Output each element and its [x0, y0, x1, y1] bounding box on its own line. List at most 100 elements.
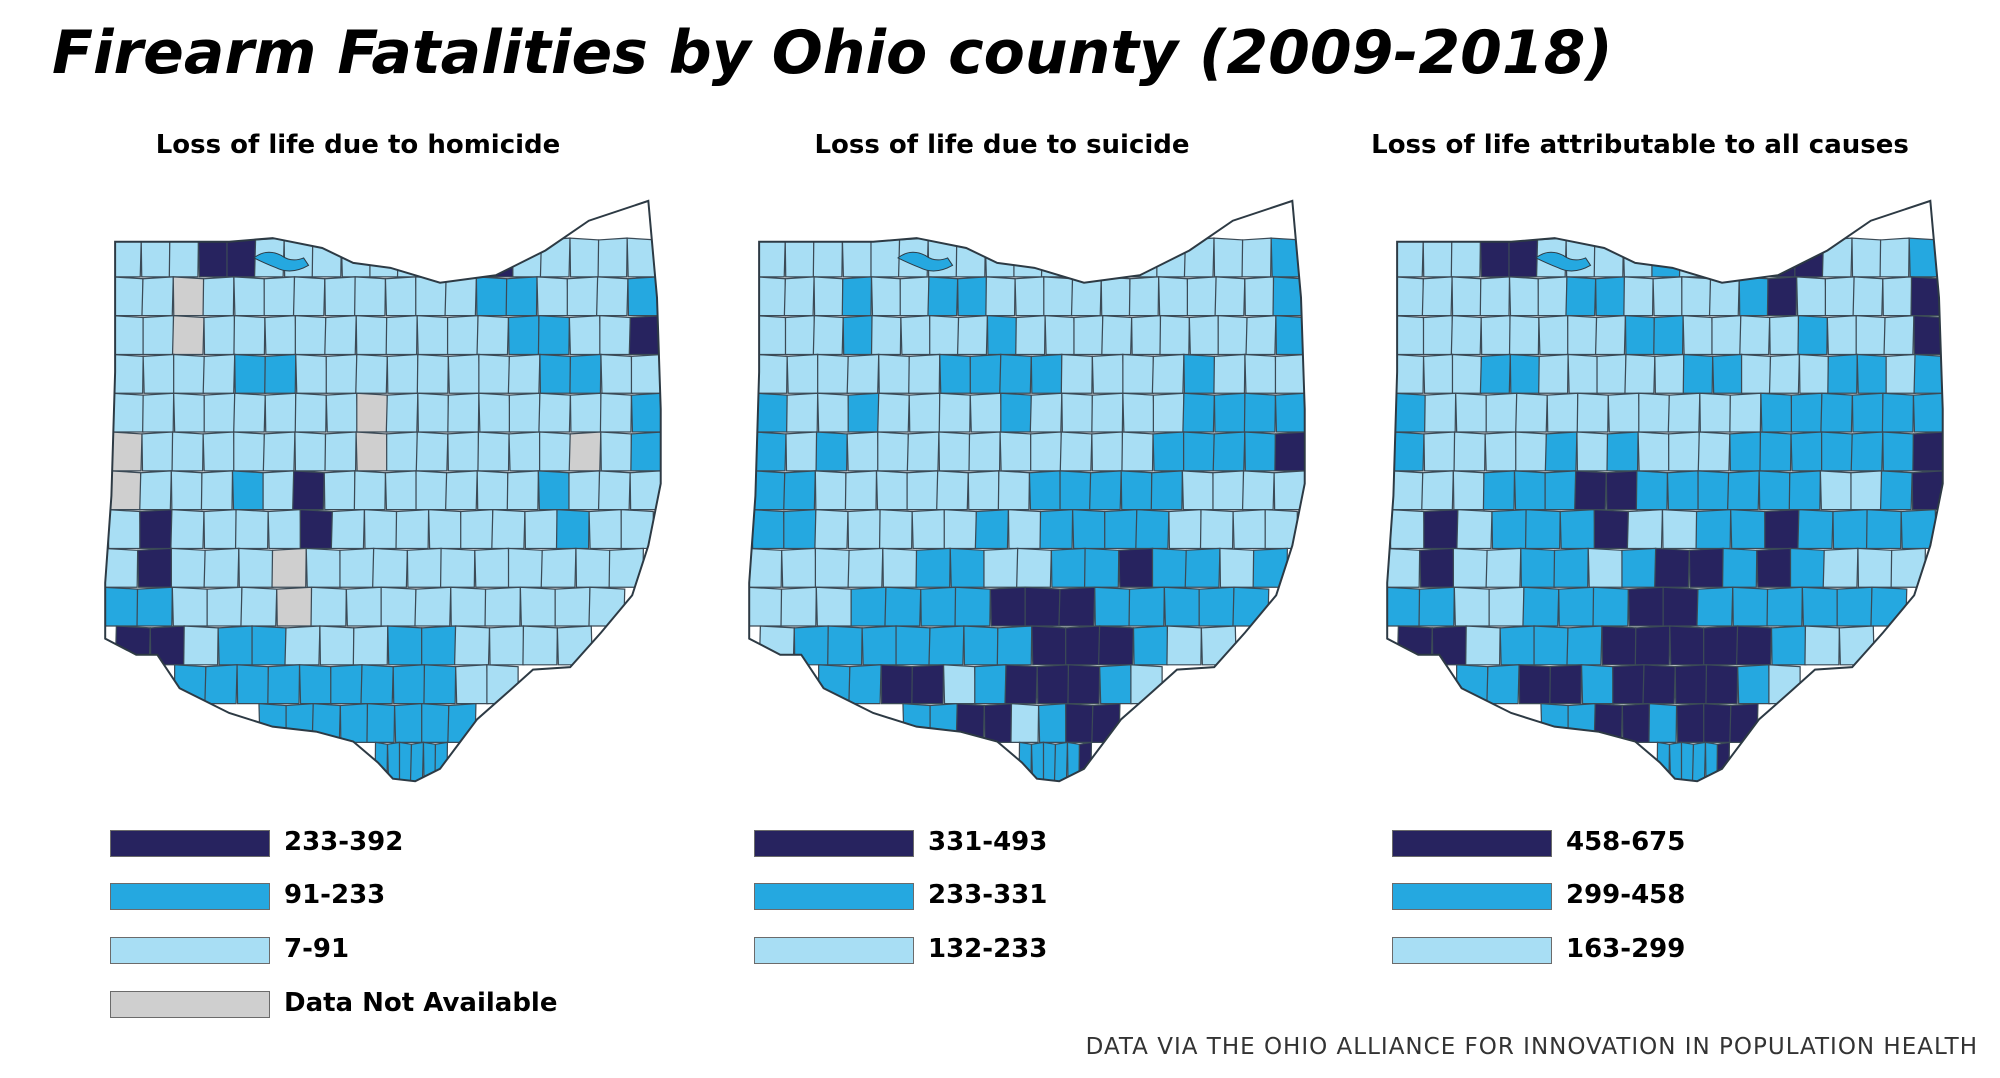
county: [112, 315, 145, 356]
county: [1546, 392, 1579, 433]
county: [1544, 431, 1578, 472]
legend-swatch-low: [110, 937, 270, 964]
county: [1790, 392, 1823, 433]
county: [355, 353, 388, 394]
county: [460, 508, 494, 550]
county: [906, 470, 939, 511]
county: [588, 586, 626, 627]
county: [1515, 392, 1548, 433]
county: [1070, 237, 1101, 278]
county: [294, 315, 327, 356]
county: [353, 470, 387, 511]
county: [929, 315, 960, 356]
county: [900, 315, 932, 356]
county: [877, 392, 910, 433]
county: [880, 664, 914, 705]
legend-item: 233-392: [110, 827, 710, 860]
county: [339, 547, 375, 588]
county: [139, 508, 173, 550]
county: [755, 353, 788, 394]
county: [1827, 353, 1858, 394]
legend-item: 132-233: [754, 934, 1354, 967]
county: [173, 353, 205, 394]
county: [294, 431, 327, 472]
county: [1524, 508, 1561, 550]
county: [1798, 353, 1830, 394]
county: [1695, 508, 1732, 550]
county: [1456, 664, 1489, 705]
county: [1726, 470, 1760, 511]
county: [938, 431, 971, 472]
county: [360, 664, 394, 705]
county: [536, 276, 569, 317]
county: [340, 237, 372, 278]
county: [1730, 508, 1767, 550]
county: [1423, 508, 1459, 550]
county: [1576, 392, 1609, 433]
county: [1419, 547, 1456, 588]
county: [783, 470, 816, 511]
county: [1015, 315, 1046, 356]
county: [1198, 586, 1235, 627]
legend-label: 233-392: [284, 827, 404, 857]
county: [1156, 237, 1187, 278]
county: [955, 237, 986, 278]
county: [870, 237, 901, 278]
county: [1642, 664, 1676, 705]
county: [1393, 353, 1425, 394]
county: [1029, 392, 1063, 433]
county: [323, 470, 356, 511]
county: [114, 625, 151, 666]
county: [507, 353, 541, 394]
county: [1912, 392, 1943, 433]
county: [753, 470, 786, 511]
county: [566, 276, 599, 317]
county: [141, 276, 174, 317]
county-cells: [749, 237, 1305, 782]
county: [1674, 664, 1708, 705]
county: [1606, 431, 1639, 472]
county: [850, 586, 887, 627]
county: [1883, 315, 1915, 356]
county: [1856, 353, 1888, 394]
county: [484, 586, 521, 627]
county: [1050, 547, 1087, 588]
county: [1838, 625, 1875, 666]
county: [1394, 315, 1426, 356]
county: [508, 392, 541, 433]
county: [197, 237, 229, 278]
county: [969, 392, 1003, 433]
county: [387, 625, 424, 666]
county: [1452, 547, 1488, 588]
county: [1559, 508, 1596, 550]
county: [600, 353, 634, 394]
county: [1624, 353, 1656, 394]
county: [1168, 508, 1203, 550]
county: [751, 508, 786, 550]
county: [295, 353, 328, 394]
county: [1014, 276, 1046, 317]
county: [447, 392, 480, 433]
county: [1482, 470, 1516, 511]
county: [1624, 315, 1656, 356]
county: [1662, 586, 1699, 627]
county: [1127, 237, 1159, 278]
county: [1912, 431, 1943, 472]
county: [416, 353, 449, 394]
county: [1913, 353, 1943, 394]
county: [1565, 276, 1597, 317]
county: [1394, 392, 1427, 433]
county: [1274, 431, 1305, 472]
county: [1879, 470, 1913, 511]
legend-label: 233-331: [928, 880, 1048, 910]
county: [1515, 431, 1547, 472]
legend-item: 458-675: [1392, 827, 1992, 860]
county: [1595, 276, 1626, 317]
county: [455, 664, 489, 705]
county: [1721, 547, 1758, 588]
county: [1396, 625, 1433, 666]
county: [385, 392, 419, 433]
legend-item: 299-458: [1392, 880, 1992, 913]
county: [421, 625, 457, 666]
county: [1637, 431, 1671, 472]
